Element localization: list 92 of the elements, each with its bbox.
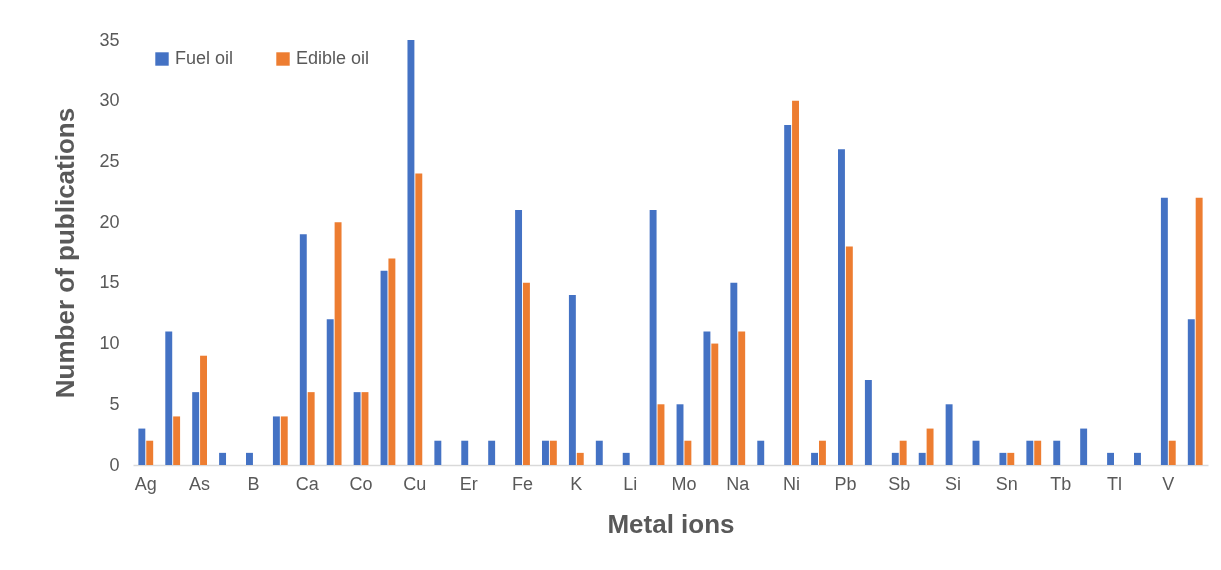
x-tick-label: Si	[945, 473, 962, 494]
bar	[1080, 428, 1088, 465]
bar	[334, 222, 342, 465]
bar	[434, 440, 442, 465]
bar	[1034, 440, 1042, 465]
bar	[515, 210, 523, 465]
bar	[192, 392, 200, 465]
y-tick-label: 30	[99, 90, 120, 111]
x-axis-title: Metal ions	[607, 508, 735, 539]
bar	[200, 355, 207, 465]
bar	[899, 440, 907, 465]
bar	[542, 440, 549, 465]
x-tick-label: Er	[459, 473, 478, 494]
bar	[926, 428, 934, 465]
bar	[838, 149, 845, 465]
bar	[165, 331, 173, 465]
bar	[1026, 440, 1034, 465]
bar	[388, 258, 396, 465]
bar	[488, 440, 496, 465]
x-tick-label: Ni	[783, 473, 801, 494]
bar	[864, 380, 872, 465]
bar	[146, 440, 154, 465]
bar	[845, 246, 853, 465]
bar	[622, 452, 630, 465]
y-tick-label: 5	[109, 393, 120, 414]
bar	[711, 343, 719, 465]
bar	[738, 331, 746, 465]
bar	[730, 282, 738, 465]
bar	[1160, 197, 1168, 465]
bar	[307, 392, 315, 465]
legend-label: Fuel oil	[175, 48, 234, 68]
y-tick-label: 10	[99, 333, 120, 354]
x-tick-label: Sb	[888, 473, 911, 494]
bar	[549, 440, 557, 465]
x-tick-label: Sn	[995, 473, 1018, 494]
x-tick-label: As	[189, 473, 211, 494]
bar	[757, 440, 765, 465]
x-tick-label: Na	[726, 473, 751, 494]
x-tick-label: B	[247, 473, 260, 494]
bar	[891, 452, 899, 465]
legend-label: Edible oil	[296, 48, 370, 68]
bar	[1007, 452, 1015, 465]
x-tick-label: Pb	[834, 473, 857, 494]
bar	[461, 440, 469, 465]
bar	[649, 210, 657, 465]
bar	[299, 234, 307, 465]
bar	[173, 416, 181, 465]
bar	[138, 428, 146, 465]
y-tick-label: 25	[99, 150, 120, 171]
bar	[272, 416, 280, 465]
x-tick-label: Tl	[1106, 473, 1122, 494]
bar	[1187, 319, 1195, 465]
x-tick-label: Fe	[511, 473, 534, 494]
y-tick-label: 20	[99, 211, 120, 232]
y-tick-label: 35	[99, 29, 120, 50]
x-tick-label: Cu	[403, 473, 427, 494]
bar	[684, 440, 692, 465]
bar	[792, 100, 799, 465]
bar	[1053, 440, 1061, 465]
x-tick-label: Co	[349, 473, 373, 494]
x-tick-label: Ag	[134, 473, 157, 494]
x-tick-label: Tb	[1050, 473, 1072, 494]
x-tick-label: Li	[623, 473, 638, 494]
bar	[999, 452, 1007, 465]
y-tick-label: 15	[99, 272, 120, 293]
bar	[811, 452, 819, 465]
bar	[415, 173, 423, 465]
bar	[703, 331, 711, 465]
bar	[326, 319, 334, 465]
bar	[576, 452, 584, 465]
bar	[353, 392, 361, 465]
bar	[407, 40, 415, 465]
y-axis-title: Number of publications	[50, 107, 81, 399]
x-tick-label: Mo	[671, 473, 697, 494]
bar	[1107, 452, 1115, 465]
bar	[568, 295, 576, 465]
x-tick-label: K	[570, 473, 583, 494]
y-tick-label: 0	[109, 454, 120, 475]
bar	[595, 440, 603, 465]
bar	[1168, 440, 1176, 465]
x-tick-label: Ca	[295, 473, 320, 494]
bar	[818, 440, 826, 465]
bar	[246, 452, 253, 465]
bar	[784, 125, 792, 465]
bar	[1195, 197, 1203, 465]
x-tick-label: V	[1162, 473, 1175, 494]
bar	[918, 452, 926, 465]
bar	[522, 282, 530, 465]
bar	[280, 416, 288, 465]
bar	[219, 452, 227, 465]
bar	[1134, 452, 1141, 465]
bar	[945, 404, 953, 465]
